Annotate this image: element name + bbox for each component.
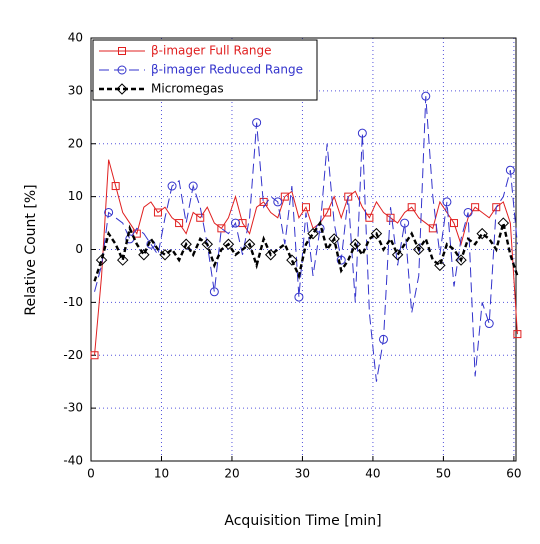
legend-label: β-imager Reduced Range (151, 63, 303, 77)
y-tick-label: -40 (63, 454, 83, 468)
marker (370, 227, 383, 240)
y-tick-label: 20 (68, 136, 83, 150)
marker (336, 255, 346, 265)
marker (196, 213, 205, 222)
marker (421, 91, 431, 101)
marker (357, 128, 367, 138)
x-tick-label: 10 (154, 467, 169, 481)
marker (280, 192, 289, 201)
marker (463, 207, 473, 217)
marker (222, 238, 235, 250)
legend-label: β-imager Full Range (151, 44, 271, 58)
marker (252, 118, 262, 128)
y-tick-label: 30 (68, 83, 83, 97)
marker (111, 182, 120, 191)
marker (273, 197, 283, 207)
marker (400, 218, 410, 228)
marker (95, 254, 108, 266)
marker (104, 207, 114, 217)
marker (413, 243, 425, 256)
marker (442, 197, 452, 207)
x-tick-label: 20 (224, 467, 239, 481)
marker (117, 254, 129, 266)
marker (175, 219, 184, 228)
marker (349, 238, 362, 250)
marker (167, 181, 177, 191)
marker (243, 238, 256, 250)
marker (188, 181, 198, 191)
marker (407, 203, 416, 212)
plot-frame (90, 37, 517, 462)
marker (217, 224, 226, 233)
series-line (93, 220, 519, 282)
x-tick-label: 0 (87, 467, 95, 481)
y-tick-label: -10 (63, 295, 83, 309)
marker (484, 319, 494, 329)
marker (307, 227, 319, 240)
legend-marker (116, 83, 128, 95)
marker (449, 219, 458, 228)
marker (138, 249, 150, 261)
marker (497, 217, 510, 229)
marker (434, 259, 446, 272)
marker (265, 249, 277, 261)
marker (90, 351, 99, 360)
marker (328, 233, 340, 245)
y-tick-label: 40 (68, 31, 83, 45)
y-axis-label: Relative Count [%] (23, 184, 39, 315)
marker (391, 249, 404, 261)
x-tick-label: 50 (436, 467, 451, 481)
marker (378, 334, 388, 344)
marker (153, 208, 162, 217)
marker (201, 238, 214, 250)
marker (513, 330, 522, 339)
marker (159, 249, 171, 261)
x-axis-label: Acquisition Time [min] (224, 513, 381, 529)
y-tick-label: -20 (63, 348, 83, 362)
x-tick-label: 60 (506, 467, 521, 481)
marker (471, 203, 480, 212)
y-tick-label: 0 (75, 242, 83, 256)
marker (209, 287, 219, 297)
marker (455, 254, 467, 266)
x-tick-label: 30 (295, 467, 310, 481)
marker (286, 254, 298, 266)
y-tick-label: -30 (63, 401, 83, 415)
marker (180, 238, 192, 250)
series-line (94, 159, 518, 356)
marker (301, 203, 310, 212)
marker (386, 213, 395, 222)
y-tick-label: 10 (68, 189, 83, 203)
legend-marker (117, 65, 127, 75)
marker (230, 218, 240, 228)
marker (476, 227, 488, 240)
marker (505, 165, 515, 175)
x-tick-label: 40 (365, 467, 380, 481)
legend-label: Micromegas (151, 82, 224, 96)
legend-marker (118, 47, 126, 55)
marker (294, 292, 304, 302)
marker (323, 208, 332, 217)
series-line (94, 96, 518, 382)
